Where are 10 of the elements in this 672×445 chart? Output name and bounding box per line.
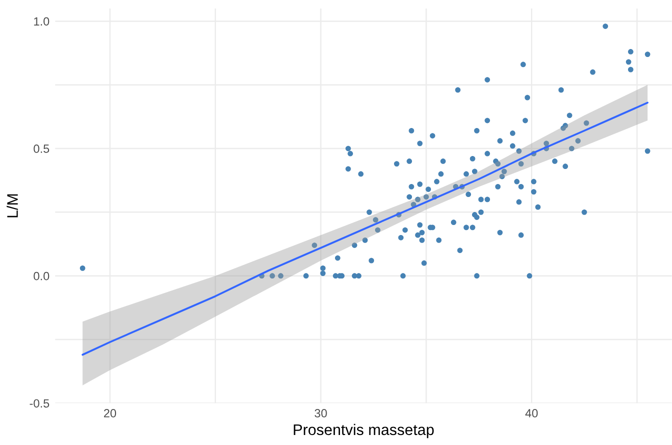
y-axis-title: L/M xyxy=(6,194,18,218)
line-series xyxy=(82,102,648,356)
x-tick-label: 40 xyxy=(525,409,538,418)
y-tick-label: 0.0 xyxy=(34,272,50,280)
y-tick-label: 1.0 xyxy=(34,17,50,26)
x-tick-label: 30 xyxy=(314,409,327,418)
y-tick-label: -0.5 xyxy=(30,399,50,408)
x-axis-title: Prosentvis massetap xyxy=(294,424,434,438)
x-tick-label: 20 xyxy=(104,409,116,418)
y-tick-label: 0.5 xyxy=(34,144,50,153)
